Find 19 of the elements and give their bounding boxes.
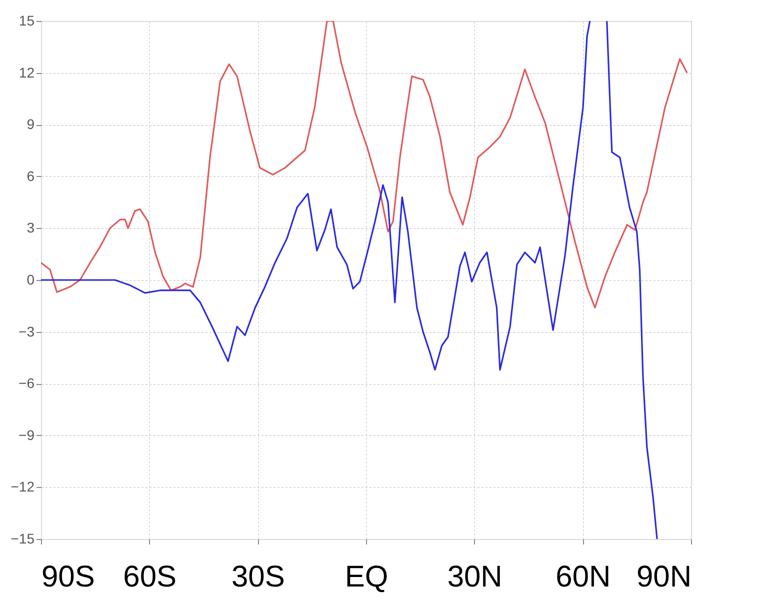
y-tick-label: 12 [18, 64, 35, 80]
x-tick-label: 90S [42, 560, 95, 594]
y-tick-label: −12 [10, 478, 35, 495]
line-series [41, 21, 688, 308]
x-tick-label: 30N [447, 560, 502, 594]
y-tick-label: 15 [18, 12, 35, 28]
y-tick-label: 6 [26, 168, 35, 184]
x-tick-label: 30S [231, 560, 285, 594]
y-tick-label: −9 [18, 426, 35, 443]
y-tick-label: −3 [18, 323, 35, 340]
y-tick-label: 9 [26, 116, 35, 132]
x-tick-label: 90N [636, 560, 692, 594]
y-tick-label: 0 [26, 272, 35, 288]
y-tick-label: −6 [18, 375, 35, 392]
x-tick-label: 60N [556, 560, 611, 594]
x-tick-label: EQ [344, 560, 388, 594]
y-tick-label: −15 [10, 530, 35, 546]
y-tick-label: 3 [26, 220, 35, 236]
x-tick-label: 60S [123, 560, 177, 594]
